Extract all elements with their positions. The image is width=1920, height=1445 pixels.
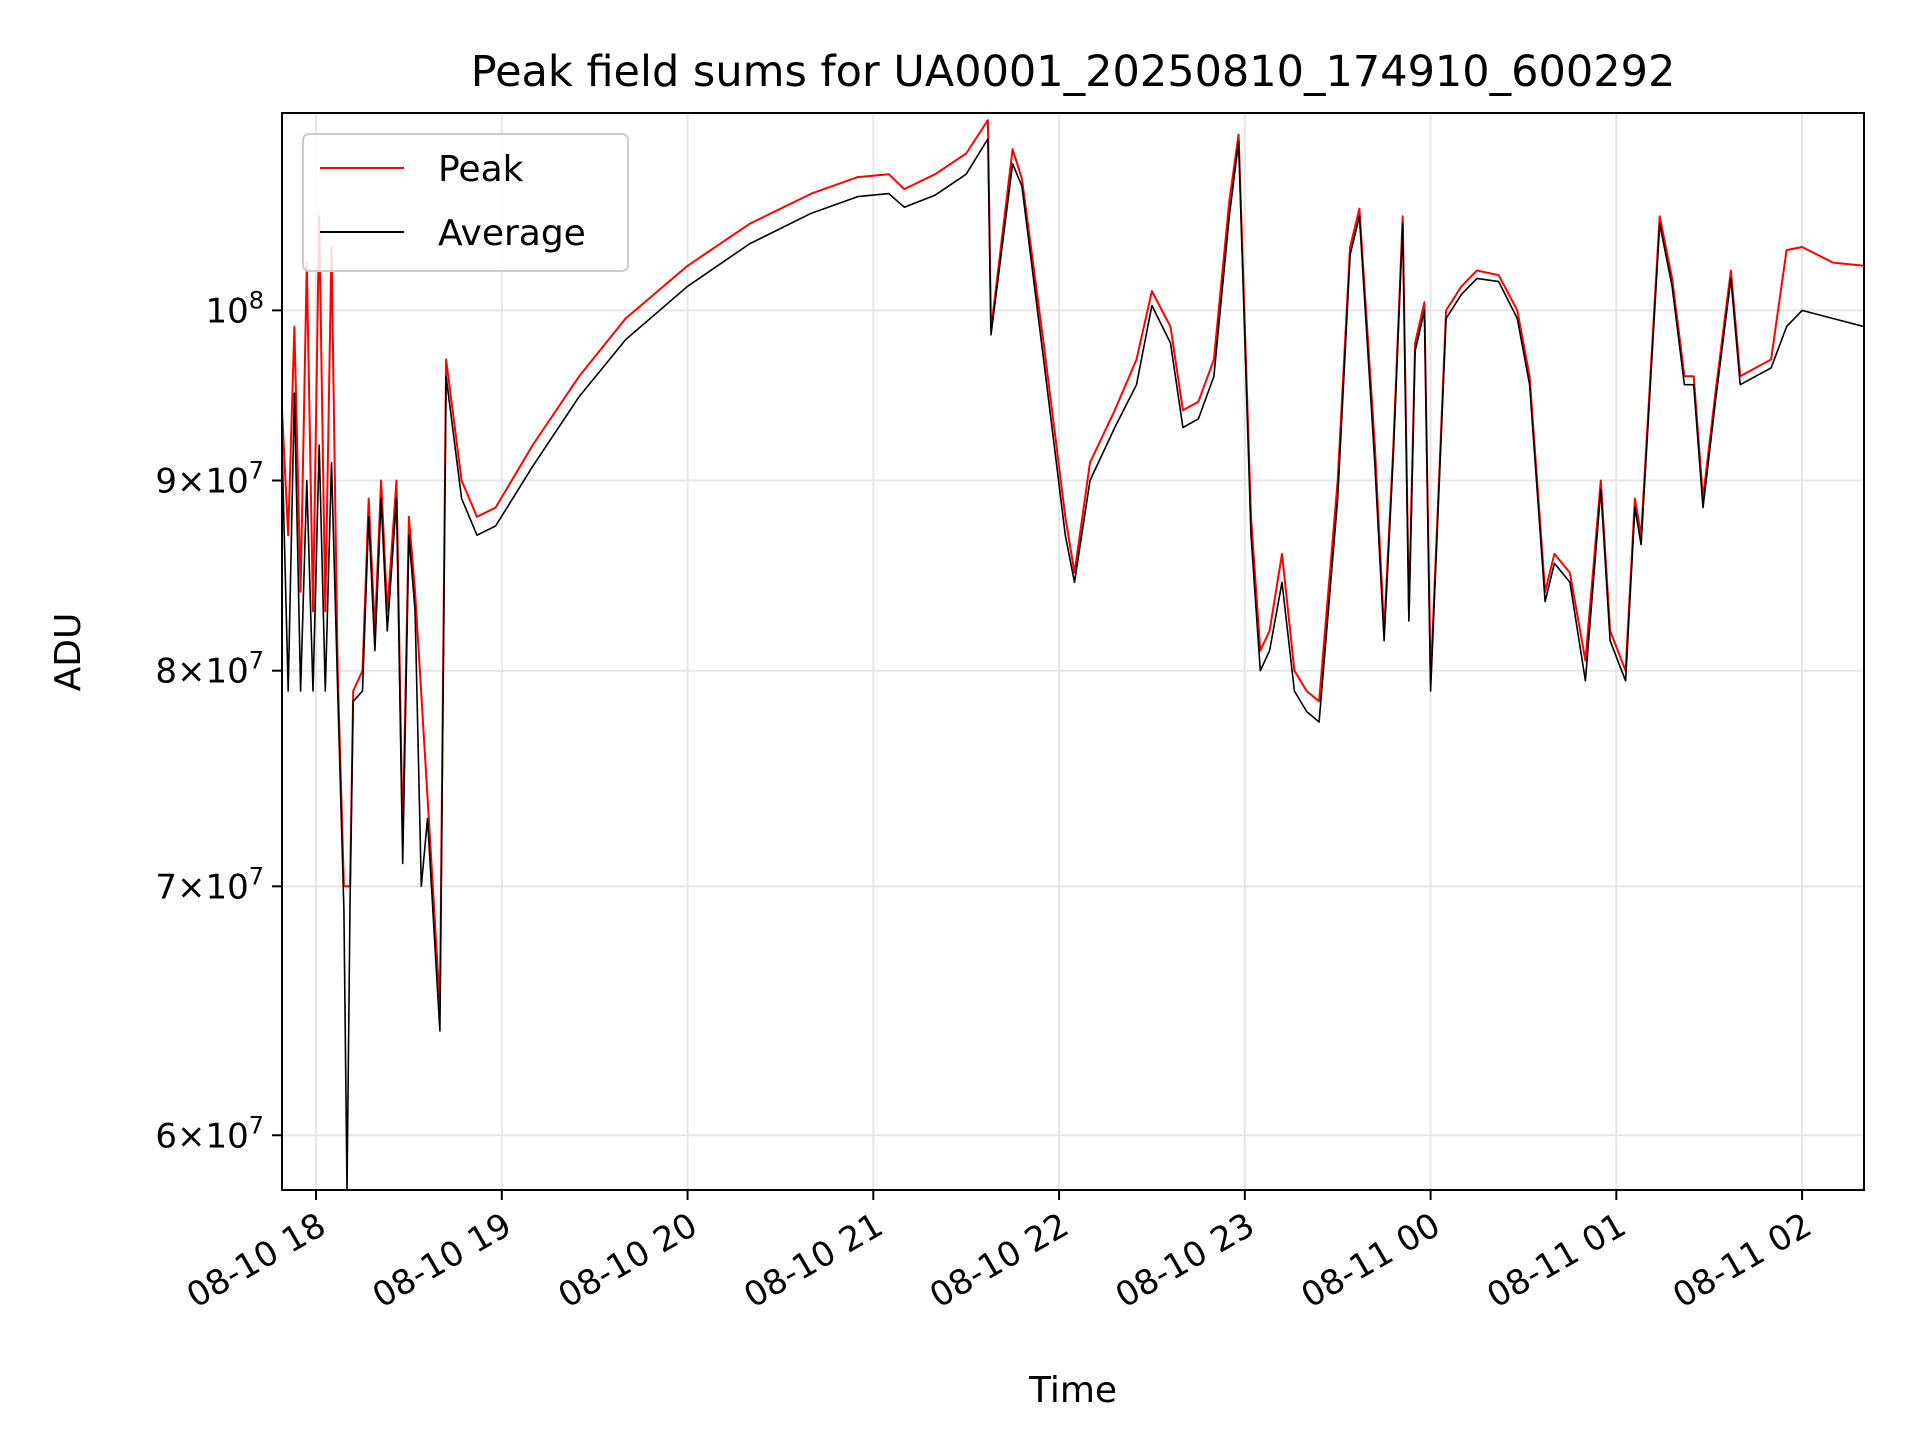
legend-label-peak: Peak xyxy=(438,149,524,190)
y-tick-label: 108 xyxy=(205,286,264,331)
plot-frame xyxy=(281,112,1865,1191)
y-tick-label: 6×107 xyxy=(155,1111,264,1156)
legend-label-average: Average xyxy=(438,213,586,254)
x-axis-label: Time xyxy=(1028,1370,1117,1411)
chart-title: Peak field sums for UA0001_20250810_1749… xyxy=(471,47,1676,97)
y-tick-label: 8×107 xyxy=(155,647,264,692)
y-tick-label: 7×107 xyxy=(155,862,264,907)
legend: Peak Average xyxy=(302,133,629,272)
series-line-average xyxy=(282,138,1864,1190)
grid-lines xyxy=(282,113,1864,1190)
y-axis-label: ADU xyxy=(48,613,89,692)
y-tick-label: 9×107 xyxy=(155,456,264,501)
y-axis-ticks: 6×107 7×107 8×107 9×107 108 xyxy=(155,286,282,1156)
series-layer xyxy=(282,119,1864,1190)
